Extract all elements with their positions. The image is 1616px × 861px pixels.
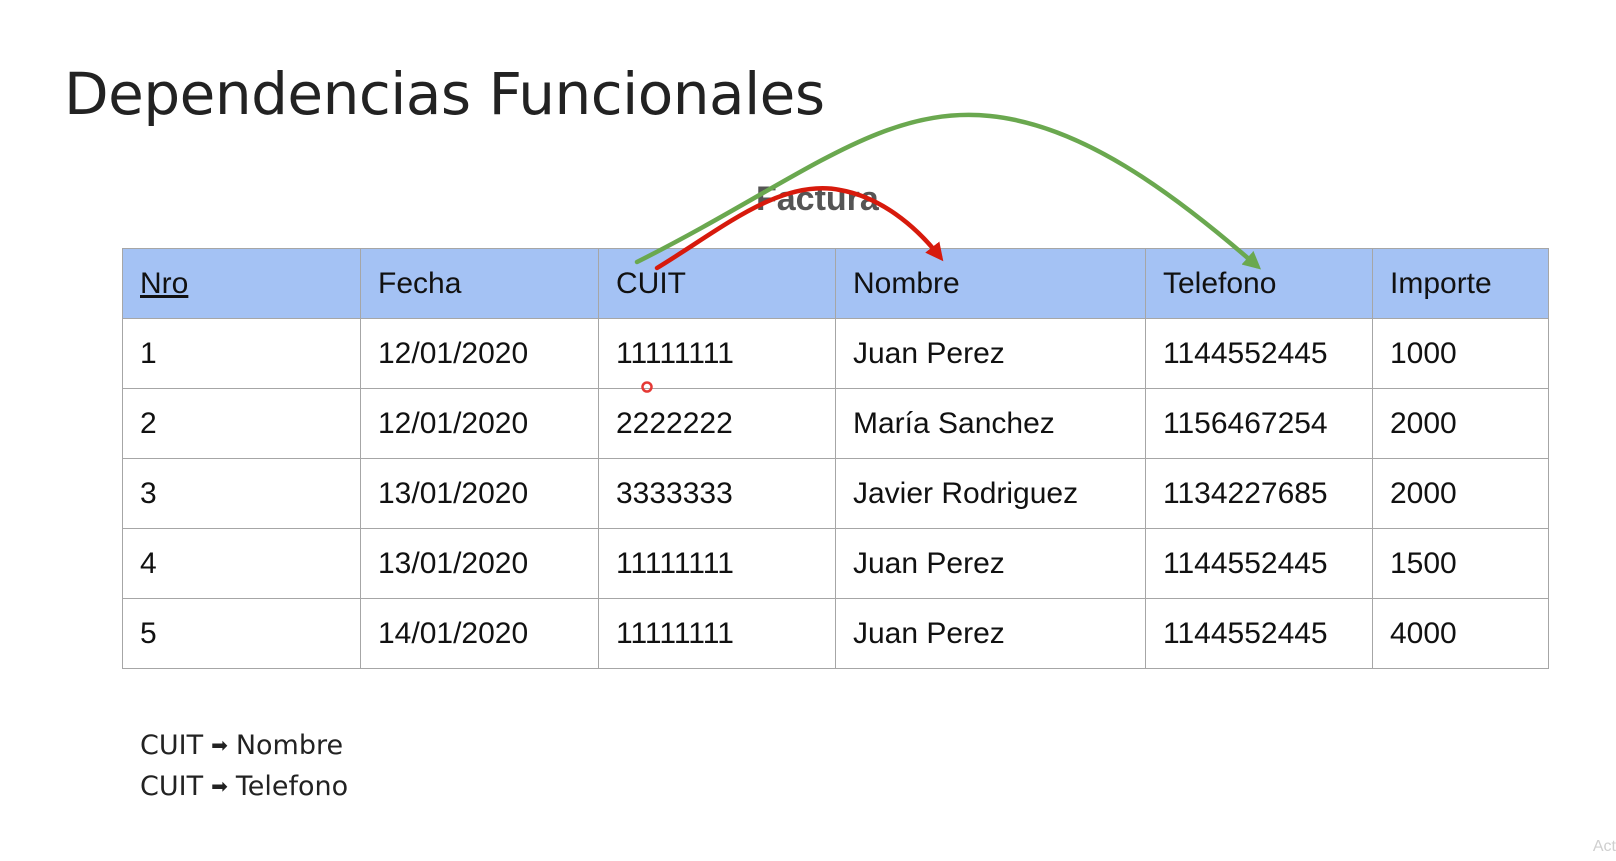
cell-importe: 4000 xyxy=(1372,598,1549,669)
factura-table: Nro Fecha CUIT Nombre Telefono Importe 1… xyxy=(122,248,1549,669)
table-row: 4 13/01/2020 11111111 Juan Perez 1144552… xyxy=(122,528,1549,599)
header-telefono: Telefono xyxy=(1145,248,1373,319)
cell-importe: 2000 xyxy=(1372,388,1549,459)
dependency-to: Telefono xyxy=(235,771,349,802)
table-row: 2 12/01/2020 2222222 María Sanchez 11564… xyxy=(122,388,1549,459)
cell-nombre: Juan Perez xyxy=(835,528,1146,599)
pointer-dot xyxy=(641,381,653,393)
dependency-list: CUIT ➡ Nombre CUIT ➡ Telefono xyxy=(140,726,348,808)
cell-fecha: 13/01/2020 xyxy=(360,458,599,529)
cell-telefono: 1134227685 xyxy=(1145,458,1373,529)
cell-nombre: Javier Rodriguez xyxy=(835,458,1146,529)
table-row: 3 13/01/2020 3333333 Javier Rodriguez 11… xyxy=(122,458,1549,529)
right-arrow-icon: ➡ xyxy=(211,733,228,757)
table-header-row: Nro Fecha CUIT Nombre Telefono Importe xyxy=(122,248,1549,319)
cell-importe: 2000 xyxy=(1372,458,1549,529)
cell-fecha: 13/01/2020 xyxy=(360,528,599,599)
slide-title: Dependencias Funcionales xyxy=(64,60,825,128)
header-fecha: Fecha xyxy=(360,248,599,319)
cell-cuit: 11111111 xyxy=(598,598,836,669)
header-nro: Nro xyxy=(122,248,361,319)
table-row: 1 12/01/2020 11111111 Juan Perez 1144552… xyxy=(122,318,1549,389)
cell-nombre: María Sanchez xyxy=(835,388,1146,459)
green-dependency-arrow xyxy=(634,112,1262,270)
header-importe: Importe xyxy=(1372,248,1549,319)
red-dependency-arrow xyxy=(654,186,944,271)
cell-fecha: 14/01/2020 xyxy=(360,598,599,669)
primary-key-label: Nro xyxy=(140,266,189,300)
cell-fecha: 12/01/2020 xyxy=(360,388,599,459)
cell-nombre: Juan Perez xyxy=(835,598,1146,669)
cell-telefono: 1156467254 xyxy=(1145,388,1373,459)
cell-nro: 3 xyxy=(122,458,361,529)
cell-nro: 5 xyxy=(122,598,361,669)
dependency-from: CUIT xyxy=(140,730,204,761)
right-arrow-icon: ➡ xyxy=(211,774,228,798)
cell-cuit: 11111111 xyxy=(598,318,836,389)
cell-telefono: 1144552445 xyxy=(1145,598,1373,669)
dependency-to: Nombre xyxy=(235,730,344,761)
cell-cuit: 11111111 xyxy=(598,528,836,599)
cell-cuit: 3333333 xyxy=(598,458,836,529)
cell-nro: 1 xyxy=(122,318,361,389)
cell-importe: 1000 xyxy=(1372,318,1549,389)
activation-watermark: Act xyxy=(1592,838,1616,855)
dependency-from: CUIT xyxy=(140,771,204,802)
cell-cuit: 2222222 xyxy=(598,388,836,459)
cell-importe: 1500 xyxy=(1372,528,1549,599)
cell-nombre: Juan Perez xyxy=(835,318,1146,389)
table-row: 5 14/01/2020 11111111 Juan Perez 1144552… xyxy=(122,598,1549,669)
dependency-item: CUIT ➡ Telefono xyxy=(140,767,348,808)
cell-nro: 2 xyxy=(122,388,361,459)
cell-telefono: 1144552445 xyxy=(1145,318,1373,389)
dependency-item: CUIT ➡ Nombre xyxy=(140,726,348,767)
